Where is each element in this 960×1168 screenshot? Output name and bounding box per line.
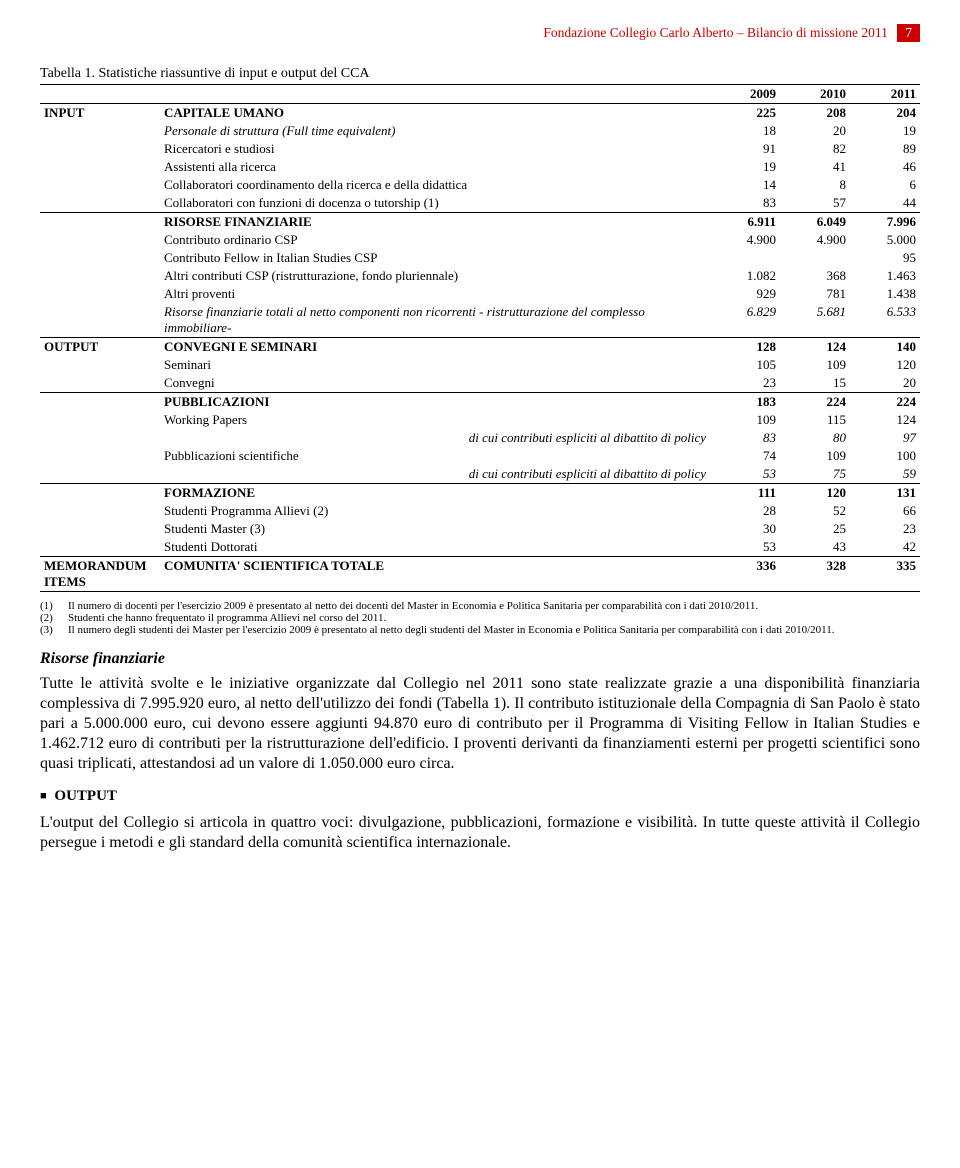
output-heading: ■ OUTPUT	[40, 788, 920, 805]
risorse-paragraph: Tutte le attività svolte e le iniziative…	[40, 674, 920, 774]
table-caption: Tabella 1. Statistiche riassuntive di in…	[40, 66, 920, 82]
page-header: Fondazione Collegio Carlo Alberto – Bila…	[40, 24, 920, 42]
risorse-heading: Risorse finanziarie	[40, 650, 920, 668]
page-number: 7	[897, 24, 920, 42]
summary-table: 200920102011INPUTCAPITALE UMANO225208204…	[40, 84, 920, 592]
output-heading-text: OUTPUT	[54, 788, 117, 804]
table-notes: (1)Il numero di docenti per l'esercizio …	[40, 600, 920, 636]
header-title: Fondazione Collegio Carlo Alberto – Bila…	[543, 25, 887, 40]
output-paragraph: L'output del Collegio si articola in qua…	[40, 813, 920, 853]
